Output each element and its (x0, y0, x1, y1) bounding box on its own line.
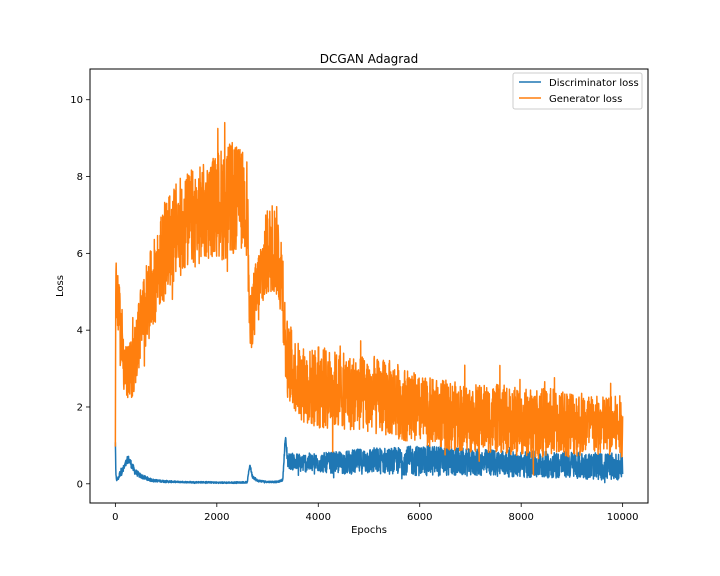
series-line-discriminator (114, 436, 624, 485)
y-axis-label: Loss (55, 275, 66, 297)
y-tick-label: 6 (77, 249, 83, 260)
x-tick-label: 0 (112, 512, 118, 523)
y-tick-label: 10 (70, 95, 83, 106)
legend-label-generator: Generator loss (549, 94, 622, 105)
legend: Discriminator loss Generator loss (512, 72, 643, 110)
legend-label-discriminator: Discriminator loss (549, 78, 639, 89)
y-tick-label: 8 (77, 172, 83, 183)
series-line-generator (114, 121, 624, 476)
y-tick-label: 2 (77, 402, 83, 413)
x-tick-label: 4000 (306, 512, 331, 523)
x-tick-label: 2000 (204, 512, 229, 523)
x-tick-label: 6000 (407, 512, 432, 523)
legend-box (512, 72, 643, 110)
y-axis-ticks: 0 2 4 6 8 10 (70, 95, 90, 490)
axes-frame (89, 68, 649, 504)
plot-area (114, 121, 624, 485)
x-axis-ticks: 0 2000 4000 6000 8000 10000 (112, 503, 639, 523)
x-tick-label: 10000 (607, 512, 639, 523)
x-tick-label: 8000 (508, 512, 533, 523)
x-axis-label: Epochs (351, 525, 387, 536)
chart-title: DCGAN Adagrad (320, 52, 418, 66)
y-tick-label: 0 (77, 479, 83, 490)
y-tick-label: 4 (77, 326, 83, 337)
